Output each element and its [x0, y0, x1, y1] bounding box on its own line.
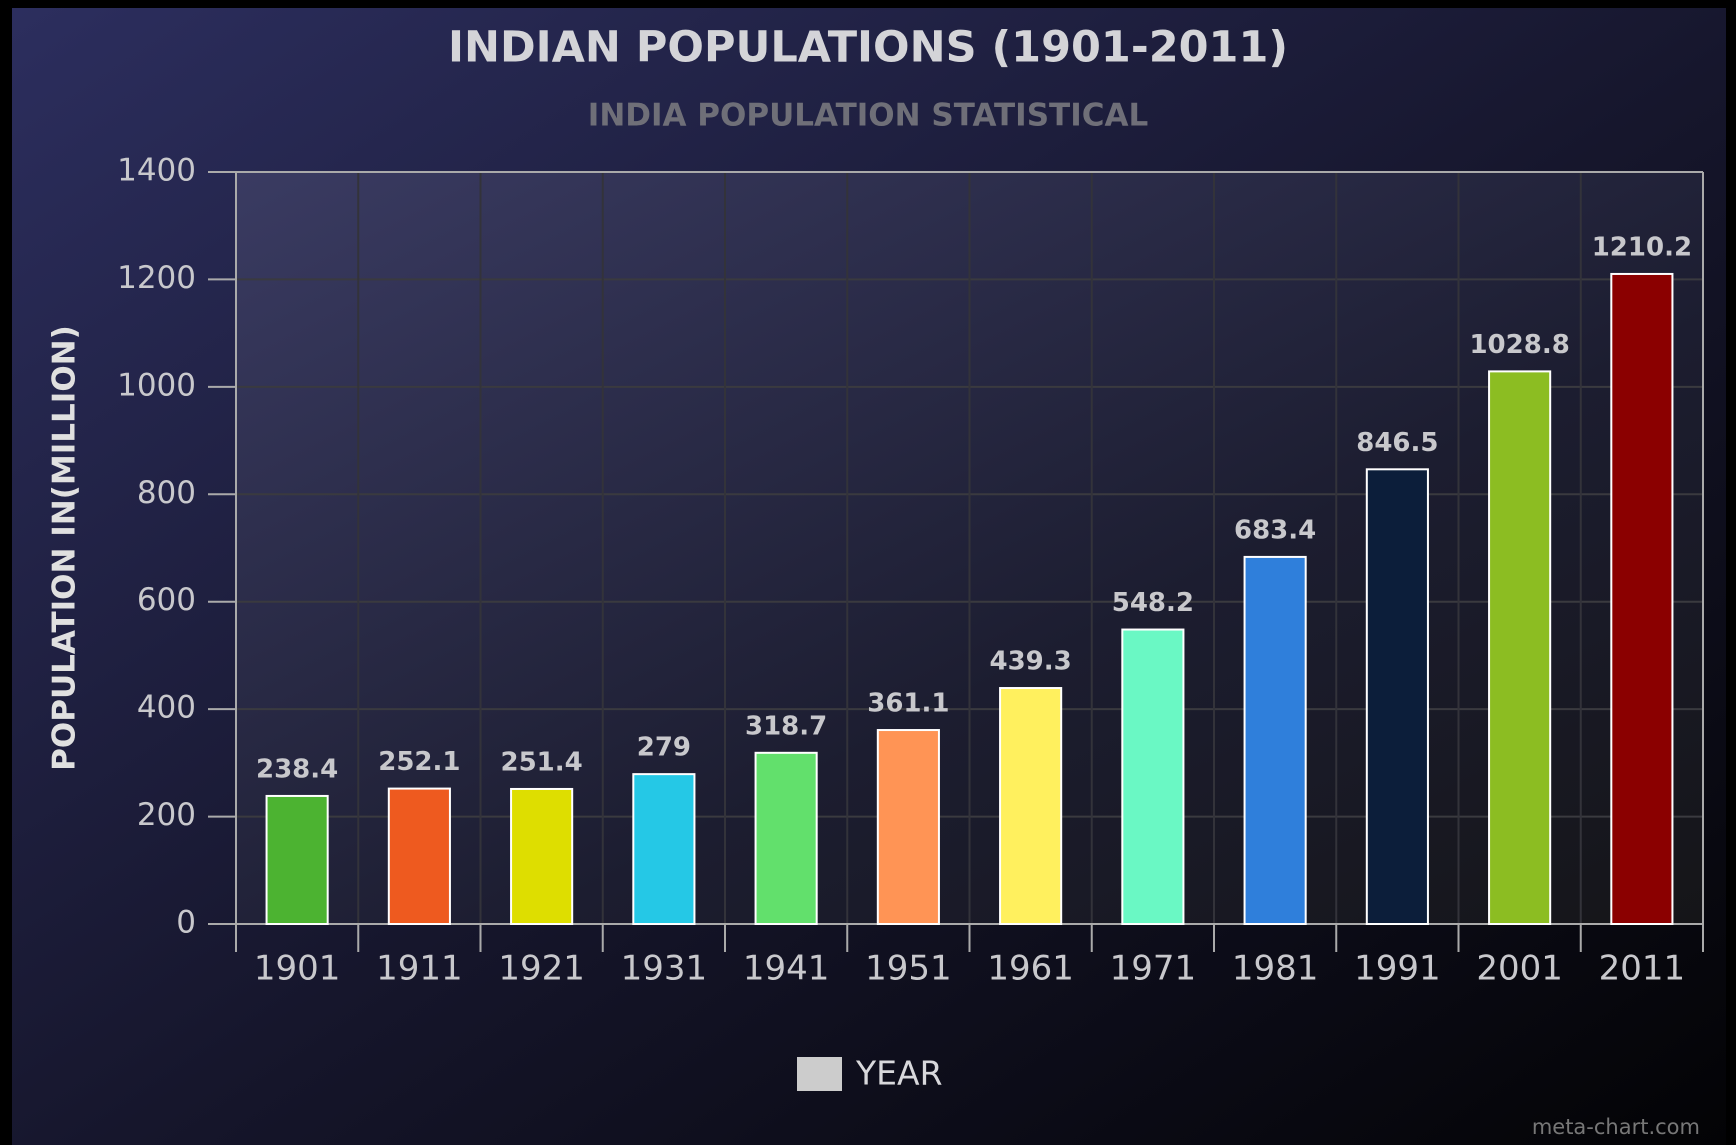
bar: [1488, 370, 1552, 925]
data-label: 1210.2: [1592, 232, 1692, 262]
x-tick-label: 1991: [1354, 949, 1441, 989]
x-tick-label: 2011: [1599, 949, 1686, 989]
x-tick-label: 1961: [987, 949, 1074, 989]
y-tick-label: 1200: [117, 260, 196, 296]
legend-label: YEAR: [855, 1054, 943, 1093]
data-label: 279: [637, 733, 691, 763]
bar: [632, 773, 696, 925]
y-tick-label: 0: [176, 905, 196, 941]
data-label: 251.4: [501, 747, 583, 777]
x-tick-label: 1951: [865, 949, 952, 989]
data-label: 548.2: [1112, 588, 1194, 618]
y-tick-label: 800: [137, 475, 196, 511]
data-label: 1028.8: [1469, 330, 1569, 360]
bar: [876, 729, 940, 925]
data-label: 439.3: [990, 647, 1072, 677]
data-label: 683.4: [1234, 515, 1316, 545]
x-tick-label: 1901: [254, 949, 341, 989]
y-axis-label: POPULATION IN(MILLION): [47, 325, 83, 771]
y-tick-label: 400: [137, 690, 196, 726]
y-tick-label: 1000: [117, 367, 196, 403]
bar: [999, 687, 1063, 925]
x-tick-label: 1941: [743, 949, 830, 989]
bar: [1243, 555, 1307, 925]
chart-subtitle: INDIA POPULATION STATISTICAL: [588, 98, 1148, 134]
data-label: 318.7: [745, 711, 827, 741]
bar: [387, 787, 451, 926]
bar: [754, 751, 818, 925]
data-label: 238.4: [256, 754, 338, 784]
bar: [510, 787, 574, 925]
x-tick-label: 1981: [1232, 949, 1319, 989]
y-tick-label: 1400: [117, 153, 196, 189]
x-tick-label: 1971: [1110, 949, 1197, 989]
bar: [1610, 272, 1674, 925]
x-tick-label: 1931: [621, 949, 708, 989]
data-label: 846.5: [1356, 428, 1438, 458]
y-tick-label: 600: [137, 582, 196, 618]
data-label: 252.1: [378, 747, 460, 777]
legend-swatch: [797, 1057, 842, 1091]
x-tick-label: 1911: [376, 949, 463, 989]
bar: [1121, 628, 1185, 925]
x-tick-label: 1921: [498, 949, 585, 989]
bar: [1365, 468, 1429, 925]
watermark: meta-chart.com: [1532, 1115, 1700, 1139]
data-label: 361.1: [867, 689, 949, 719]
y-tick-label: 200: [137, 797, 196, 833]
chart-title: INDIAN POPULATIONS (1901-2011): [448, 23, 1288, 73]
x-tick-label: 2001: [1476, 949, 1563, 989]
bar: [265, 794, 329, 925]
